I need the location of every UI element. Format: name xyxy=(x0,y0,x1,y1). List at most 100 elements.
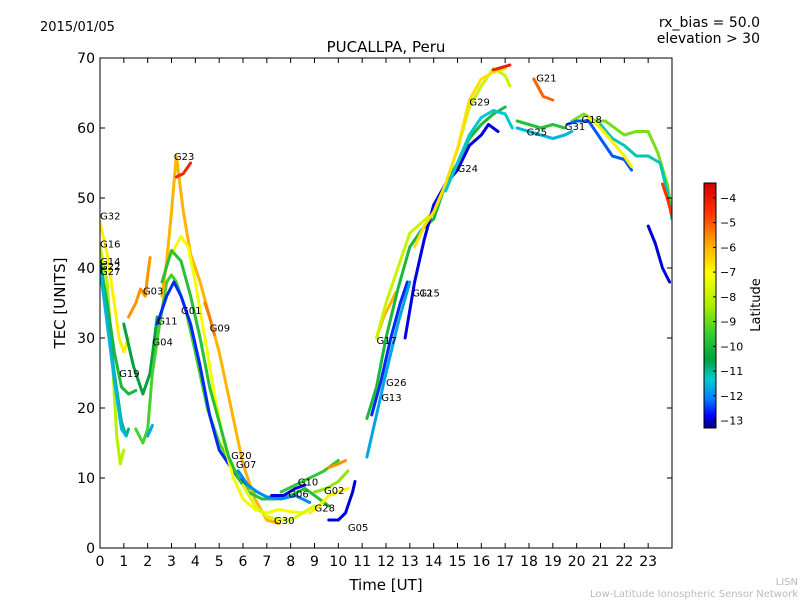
series-label-g17: G17 xyxy=(377,336,397,347)
series-label-g06: G06 xyxy=(288,489,308,500)
series-g03 xyxy=(127,256,152,319)
series-label-g14: G14 xyxy=(100,257,120,268)
elevation-label: elevation > 30 xyxy=(657,31,760,47)
colorbar-tick-label: −12 xyxy=(720,390,743,403)
colorbar-tick-label: −5 xyxy=(720,217,736,230)
series-g02 xyxy=(313,469,350,494)
x-tick-label: 15 xyxy=(449,554,467,570)
series-g23 xyxy=(160,154,281,525)
x-tick-label: 5 xyxy=(215,554,224,570)
series-label-g15: G15 xyxy=(419,289,439,300)
x-tick-label: 1 xyxy=(119,554,128,570)
x-axis: 0 1 2 3 4 5 6 7 8 9 10 11 12 13 14 15 16 17 18 19 20 21 22 23 xyxy=(96,58,657,570)
x-tick-label: 13 xyxy=(401,554,419,570)
series-g16 xyxy=(100,245,126,466)
x-tick-label: 7 xyxy=(262,554,271,570)
y-tick-label: 70 xyxy=(77,51,95,67)
series-g23b xyxy=(174,161,193,179)
x-tick-label: 4 xyxy=(191,554,200,570)
footer-network-name: Low-Latitude Ionospheric Sensor Network xyxy=(590,589,798,600)
x-tick-label: 14 xyxy=(425,554,443,570)
colorbar-tick-label: −13 xyxy=(720,415,743,428)
series-label-g07: G07 xyxy=(236,460,256,471)
series-g20 xyxy=(160,249,331,508)
series-label-g09: G09 xyxy=(210,324,230,335)
series-label-g19: G19 xyxy=(119,369,139,380)
series-g07 xyxy=(236,469,312,504)
series-g13 xyxy=(365,280,412,459)
x-tick-label: 20 xyxy=(568,554,586,570)
colorbar-tick-label: −9 xyxy=(720,316,736,329)
x-tick-label: 6 xyxy=(239,554,248,570)
series-label-g28: G28 xyxy=(315,503,335,514)
series-label-g18: G18 xyxy=(581,115,601,126)
x-tick-label: 10 xyxy=(329,554,347,570)
x-tick-label: 21 xyxy=(592,554,610,570)
colorbar-label: Latitude xyxy=(749,278,764,332)
x-tick-label: 0 xyxy=(96,554,105,570)
colorbar xyxy=(703,182,717,429)
colorbar-tick-label: −4 xyxy=(720,192,736,205)
x-tick-label: 3 xyxy=(167,554,176,570)
series-label-g02: G02 xyxy=(324,486,344,497)
series-g31 xyxy=(565,119,633,172)
footer-network-abbr: LISN xyxy=(776,577,798,588)
series-label-g16: G16 xyxy=(100,240,120,251)
series-g31b xyxy=(599,123,672,221)
series-label-g10: G10 xyxy=(298,478,318,489)
series-g18 xyxy=(570,112,672,214)
series-g19 xyxy=(122,315,159,396)
y-tick-label: 10 xyxy=(77,471,95,487)
series-g10b xyxy=(327,459,347,469)
colorbar-tick-label: −10 xyxy=(720,340,743,353)
x-tick-label: 12 xyxy=(377,554,395,570)
x-tick-label: 18 xyxy=(520,554,538,570)
series-g29 xyxy=(413,67,507,249)
series-g29c xyxy=(444,109,514,193)
series-g05 xyxy=(327,480,357,522)
x-tick-label: 17 xyxy=(496,554,514,570)
colorbar-ticks: −4 −5 −6 −7 −8 −9 −10 −11 −12 −13 xyxy=(713,192,743,428)
series-g06 xyxy=(270,483,307,497)
y-tick-label: 0 xyxy=(86,541,95,557)
x-tick-label: 22 xyxy=(615,554,633,570)
x-tick-label: 11 xyxy=(353,554,371,570)
y-tick-label: 50 xyxy=(77,191,95,207)
colorbar-tick-label: −7 xyxy=(720,266,736,279)
series-label-g12: G12 xyxy=(412,289,432,300)
x-tick-label: 16 xyxy=(472,554,490,570)
y-axis: 0 10 20 30 40 50 60 70 xyxy=(77,51,672,557)
series-g26 xyxy=(370,280,409,417)
x-axis-label: Time [UT] xyxy=(348,576,422,594)
date-label: 2015/01/05 xyxy=(40,20,115,35)
series-label-g04: G04 xyxy=(152,338,172,349)
series-g12 xyxy=(365,105,507,420)
series-g32 xyxy=(100,221,131,354)
series-label-g25: G25 xyxy=(527,128,547,139)
y-tick-label: 20 xyxy=(77,401,95,417)
series-g25 xyxy=(515,126,574,140)
x-tick-label: 9 xyxy=(310,554,319,570)
x-tick-label: 2 xyxy=(143,554,152,570)
series-label-g11: G11 xyxy=(157,317,177,328)
series-label-g01: G01 xyxy=(181,306,201,317)
rx-bias-label: rx_bias = 50.0 xyxy=(659,15,760,31)
series-g31c xyxy=(587,116,633,168)
series-label-g05: G05 xyxy=(348,523,368,534)
series-label-g03: G03 xyxy=(143,286,163,297)
series-label-g29: G29 xyxy=(469,97,489,108)
series-label-g31: G31 xyxy=(565,122,585,133)
series-label-g20: G20 xyxy=(231,451,251,462)
series-label-g27: G27 xyxy=(100,267,120,278)
series-label-g22: G22 xyxy=(100,262,120,273)
series-g25b xyxy=(515,119,567,130)
series-layer xyxy=(100,63,672,525)
colorbar-tick-label: −6 xyxy=(720,241,736,254)
series-label-g32: G32 xyxy=(100,212,120,223)
y-axis-label: TEC [UNITS] xyxy=(51,258,69,350)
series-label-g26: G26 xyxy=(386,378,406,389)
series-g28 xyxy=(308,487,350,515)
x-tick-label: 23 xyxy=(639,554,657,570)
series-g21 xyxy=(532,77,555,102)
